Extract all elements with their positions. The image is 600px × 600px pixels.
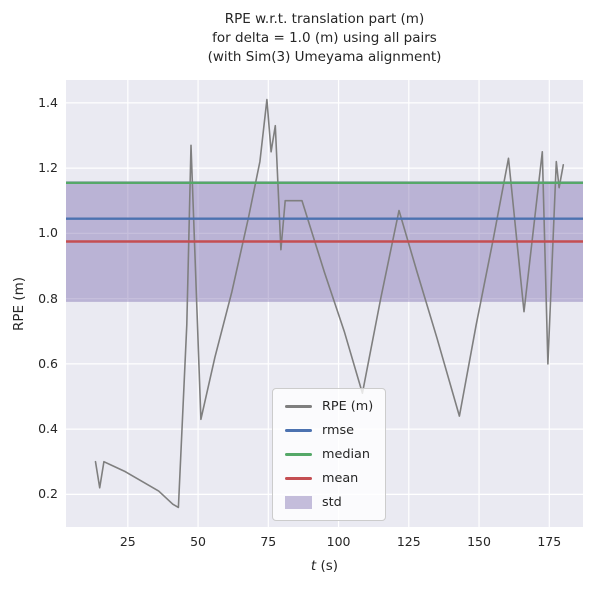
legend-label: median xyxy=(322,447,370,462)
x-tick-label: 150 xyxy=(467,534,491,549)
x-tick-label: 125 xyxy=(396,534,421,549)
chart-title-line1: RPE w.r.t. translation part (m) xyxy=(224,11,425,27)
legend-label: std xyxy=(322,495,342,510)
chart-title-line3: (with Sim(3) Umeyama alignment) xyxy=(207,49,442,65)
y-tick-label: 1.0 xyxy=(38,225,58,241)
legend-line-swatch xyxy=(285,453,312,456)
y-tick-label: 1.2 xyxy=(38,160,58,176)
x-axis-label-unit: (s) xyxy=(316,558,339,574)
plot-area: RPE (m) rmse median mean std xyxy=(66,80,583,527)
x-tick-label: 25 xyxy=(119,534,136,549)
x-axis-label-var: t xyxy=(310,558,317,574)
y-tick-label: 0.2 xyxy=(38,486,58,502)
legend-label: RPE (m) xyxy=(322,399,374,414)
legend-line-swatch xyxy=(285,405,312,408)
legend-label: mean xyxy=(322,471,359,486)
y-tick-label: 0.8 xyxy=(38,290,58,306)
legend-item: std xyxy=(285,493,373,512)
x-tick-label: 50 xyxy=(190,534,206,549)
y-tick-label: 0.4 xyxy=(38,421,58,437)
legend-item: RPE (m) xyxy=(285,397,373,416)
x-tick-label: 75 xyxy=(260,534,277,549)
legend-item: median xyxy=(285,445,373,464)
x-tick-label: 100 xyxy=(326,534,351,549)
plot-svg xyxy=(66,80,583,527)
chart-title: RPE w.r.t. translation part (m) for delt… xyxy=(66,10,583,67)
chart-title-line2: for delta = 1.0 (m) using all pairs xyxy=(212,30,437,46)
x-axis-label: t (s) xyxy=(66,558,583,574)
x-tick-label: 175 xyxy=(537,534,562,549)
legend-item: rmse xyxy=(285,421,373,440)
legend-line-swatch xyxy=(285,477,312,480)
rpe-line xyxy=(94,98,565,509)
legend-item: mean xyxy=(285,469,373,488)
legend-label: rmse xyxy=(322,423,355,438)
y-tick-label: 0.6 xyxy=(38,355,58,371)
legend: RPE (m) rmse median mean std xyxy=(272,388,387,521)
legend-patch-swatch xyxy=(285,496,312,509)
legend-line-swatch xyxy=(285,429,312,432)
y-tick-label: 1.4 xyxy=(38,94,58,110)
